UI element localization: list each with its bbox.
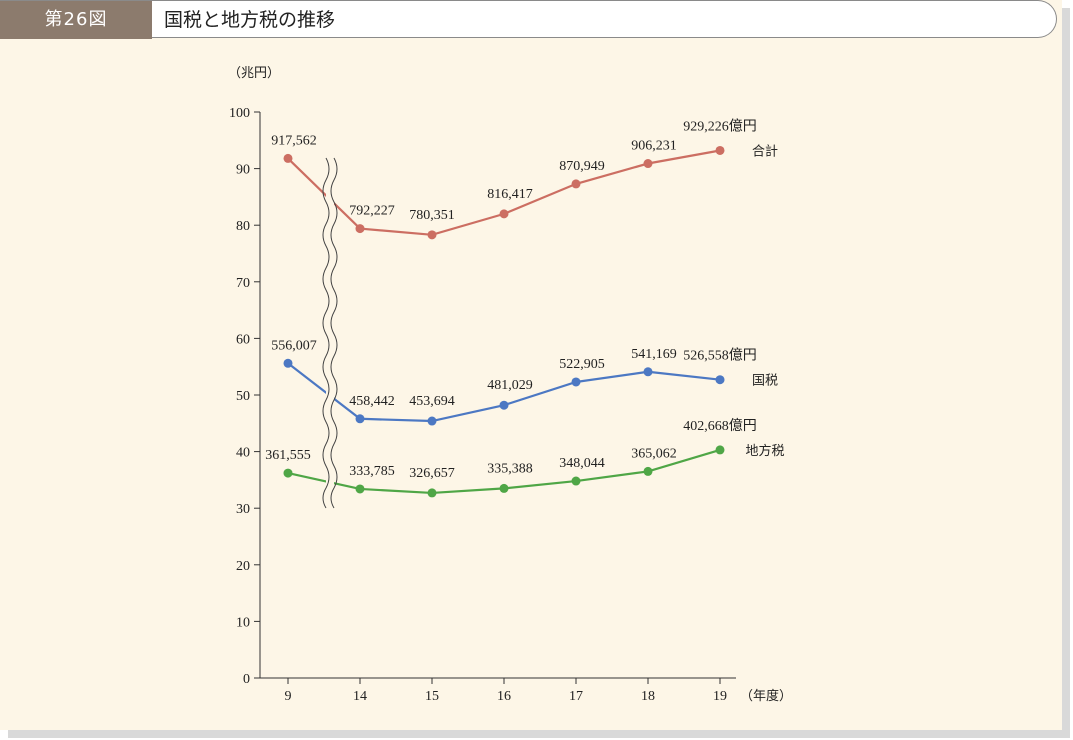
data-label: 326,657 xyxy=(409,466,455,481)
y-tick-label: 20 xyxy=(236,559,250,574)
figure-header: 第26図 国税と地方税の推移 xyxy=(0,0,1057,39)
data-point xyxy=(715,375,725,385)
figure-panel xyxy=(0,0,1062,730)
y-axis-unit: （兆円） xyxy=(228,66,280,81)
x-tick-label: 16 xyxy=(497,689,511,704)
y-tick-label: 90 xyxy=(236,163,250,178)
axis-break-line-left xyxy=(322,157,330,509)
data-point xyxy=(643,159,653,169)
data-label: 365,062 xyxy=(631,446,677,461)
data-point xyxy=(283,153,293,163)
data-label: 906,231 xyxy=(631,139,677,154)
chart-data-labels: 917,562 792,227 780,351 816,417 870,949 906,2… xyxy=(265,118,784,480)
data-label: 333,785 xyxy=(349,464,395,479)
data-label: 458,442 xyxy=(349,394,395,409)
x-tick-label: 18 xyxy=(641,689,655,704)
chart-axes: 0 10 20 30 40 50 60 70 80 90 100 9 14 15 16 17 18 19 xyxy=(229,106,736,704)
y-tick-label: 30 xyxy=(236,502,250,517)
data-label: 780,351 xyxy=(409,208,455,223)
data-label: 556,007 xyxy=(271,338,317,353)
data-point xyxy=(427,230,437,240)
series-end-label: 地方税 xyxy=(745,443,784,459)
y-tick-label: 70 xyxy=(236,276,250,291)
data-point xyxy=(355,484,365,494)
axis-break-line-right xyxy=(330,157,338,509)
y-tick-label: 10 xyxy=(236,615,250,630)
data-label: 541,169 xyxy=(631,347,677,362)
data-label: 481,029 xyxy=(487,378,533,393)
x-tick-label: 9 xyxy=(285,689,292,704)
figure-number: 第26図 xyxy=(0,1,152,39)
data-point xyxy=(499,483,509,493)
data-point xyxy=(355,224,365,234)
data-point xyxy=(355,414,365,424)
data-label: 335,388 xyxy=(487,461,533,476)
x-tick-label: 19 xyxy=(713,689,727,704)
chart-series xyxy=(283,145,725,498)
series-end-label: 国税 xyxy=(752,374,778,389)
data-label: 361,555 xyxy=(265,448,311,463)
data-label: 792,227 xyxy=(349,204,395,219)
y-tick-label: 80 xyxy=(236,219,250,234)
data-point xyxy=(571,377,581,387)
data-label: 917,562 xyxy=(271,133,317,148)
figure-title: 国税と地方税の推移 xyxy=(164,9,336,31)
data-label: 526,558億円 xyxy=(683,348,757,364)
axis-break xyxy=(322,157,338,509)
data-label: 522,905 xyxy=(559,357,605,372)
data-label: 402,668億円 xyxy=(683,418,757,434)
data-label: 870,949 xyxy=(559,159,605,174)
data-label: 816,417 xyxy=(487,187,533,202)
y-tick-label: 50 xyxy=(236,389,250,404)
data-point xyxy=(499,209,509,219)
y-tick-label: 100 xyxy=(229,106,250,121)
panel-shadow-bottom xyxy=(8,730,1070,738)
data-label: 929,226億円 xyxy=(683,118,757,134)
axis-break-gap xyxy=(326,158,334,508)
x-tick-label: 15 xyxy=(425,689,439,704)
data-point xyxy=(571,476,581,486)
data-point xyxy=(715,445,725,455)
y-tick-label: 60 xyxy=(236,332,250,347)
panel-shadow-right xyxy=(1062,8,1070,734)
y-tick-label: 40 xyxy=(236,446,250,461)
data-point xyxy=(643,466,653,476)
data-point xyxy=(283,468,293,478)
data-label: 348,044 xyxy=(559,456,605,471)
data-point xyxy=(283,358,293,368)
x-tick-label: 14 xyxy=(353,689,367,704)
x-tick-label: 17 xyxy=(569,689,583,704)
x-axis-unit: （年度） xyxy=(740,688,792,704)
data-point xyxy=(643,367,653,377)
y-tick-label: 0 xyxy=(243,672,250,687)
data-label: 453,694 xyxy=(409,394,455,409)
data-point xyxy=(715,145,725,155)
data-point xyxy=(499,400,509,410)
data-point xyxy=(427,488,437,498)
data-point xyxy=(571,179,581,189)
data-point xyxy=(427,416,437,426)
series-end-label: 合計 xyxy=(752,143,778,159)
